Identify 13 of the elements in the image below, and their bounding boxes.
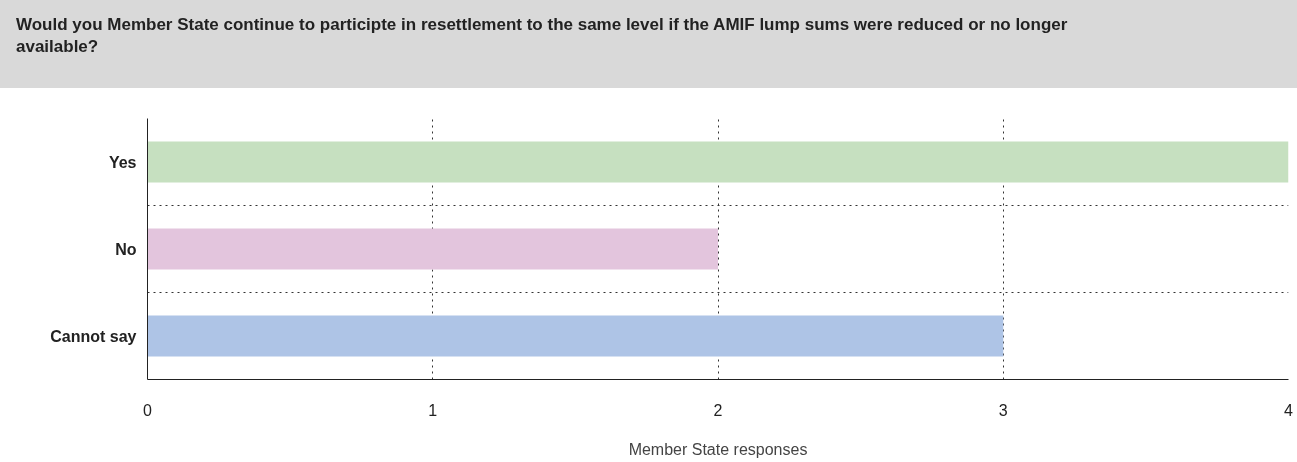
x-tick-label: 2	[713, 401, 723, 419]
bar	[147, 141, 1289, 183]
x-tick-label: 4	[1284, 401, 1294, 419]
y-tick-label: Yes	[108, 153, 137, 171]
bar	[147, 228, 718, 270]
chart-title: Would you Member State continue to participte in resettlement to the same level if the AMIF lump sums were reduced or no longer available?	[16, 14, 1069, 59]
x-axis-title: Member State responses	[628, 440, 808, 458]
y-tick-label: Cannot say	[50, 327, 137, 345]
y-tick-label: No	[115, 240, 137, 258]
bar	[147, 315, 1004, 357]
x-tick-label: 0	[143, 401, 153, 419]
x-tick-label: 1	[428, 401, 438, 419]
x-tick-label: 3	[998, 401, 1008, 419]
